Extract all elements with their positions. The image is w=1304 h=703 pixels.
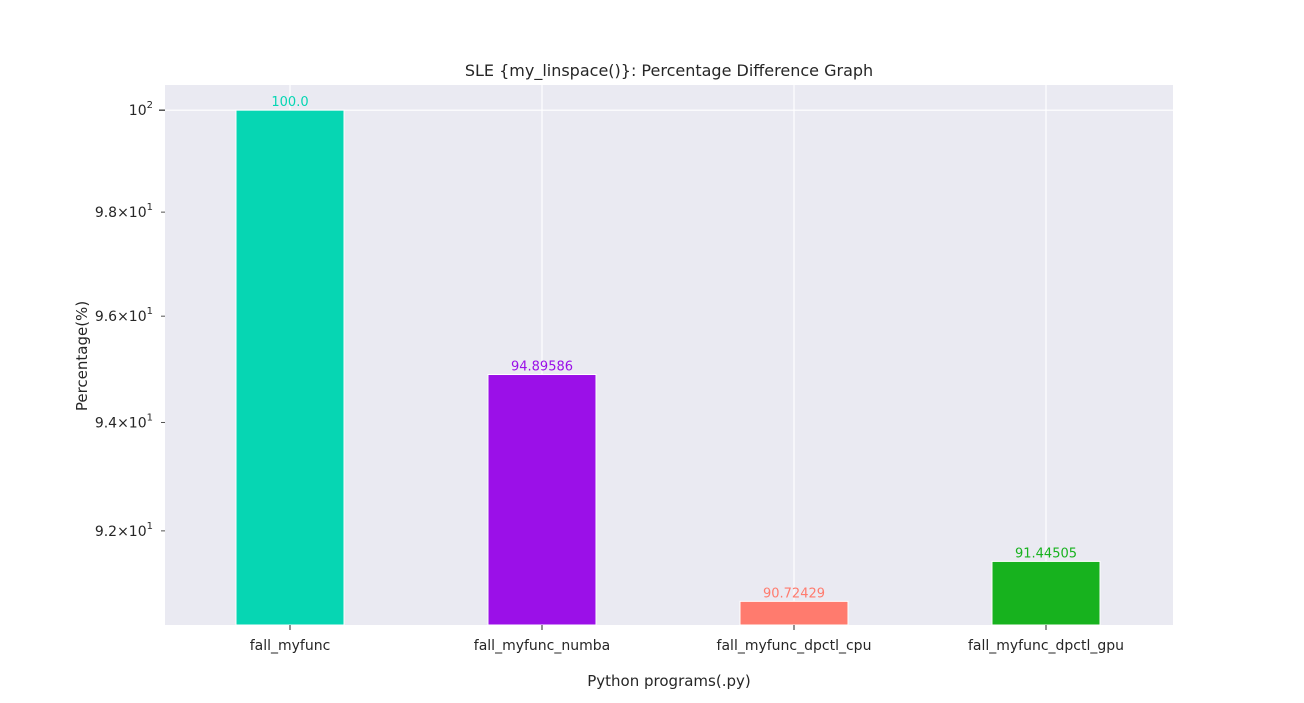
y-axis-label: Percentage(%)	[73, 301, 91, 411]
y-tick-label: 9.2×101	[95, 521, 153, 540]
x-tick-label: fall_myfunc_dpctl_cpu	[717, 638, 872, 654]
x-tick-label: fall_myfunc_numba	[474, 638, 610, 654]
y-tick-label: 102	[129, 100, 153, 119]
bar-value-label: 91.44505	[1015, 546, 1077, 561]
y-tick-label: 9.6×101	[95, 306, 153, 325]
y-axis-ticks: 9.2×101 9.4×101 9.6×101 9.8×101 102	[95, 100, 165, 540]
bar-fall_myfunc	[235, 109, 345, 626]
chart-title: SLE {my_linspace()}: Percentage Differen…	[465, 61, 873, 81]
bar-value-label: 94.89586	[511, 360, 573, 375]
y-tick-label: 9.4×101	[95, 412, 153, 431]
bar-fall_myfunc_dpctl_gpu	[991, 560, 1101, 626]
x-axis-ticks: fall_myfunc fall_myfunc_numba fall_myfunc_…	[250, 625, 1124, 654]
bars	[235, 109, 1101, 626]
x-tick-label: fall_myfunc_dpctl_gpu	[968, 638, 1124, 654]
x-axis-label: Python programs(.py)	[587, 672, 750, 690]
bar-value-labels: 100.0 94.89586 90.72429 91.44505	[271, 95, 1077, 601]
bar-value-label: 100.0	[271, 95, 308, 110]
x-tick-label: fall_myfunc	[250, 638, 331, 654]
bar-fall_myfunc_numba	[487, 374, 597, 626]
y-tick-label: 9.8×101	[95, 202, 153, 221]
bar-value-label: 90.72429	[763, 586, 825, 601]
bar-fall_myfunc_dpctl_cpu	[739, 600, 849, 626]
